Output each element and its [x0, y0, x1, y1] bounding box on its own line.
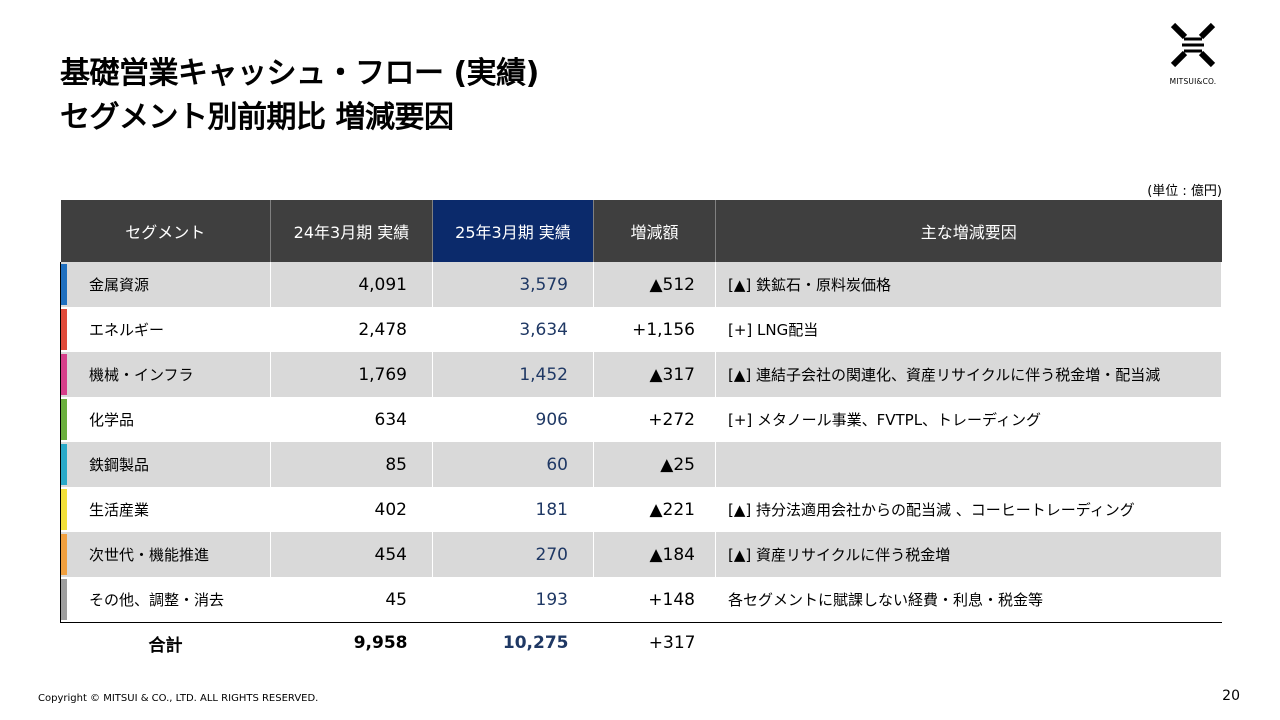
- segment-name: 次世代・機能推進: [89, 546, 210, 564]
- fy25-value: 193: [432, 577, 594, 623]
- reason-text: [▲] 持分法適用会社からの配当減 、コーヒートレーディング: [715, 487, 1222, 532]
- header-fy25: 25年3月期 実績: [432, 200, 594, 262]
- table-row: 次世代・機能推進 454 270 ▲184 [▲] 資産リサイクルに伴う税金増: [60, 532, 1222, 577]
- segment-color-bar: [61, 444, 67, 485]
- header-reason: 主な増減要因: [715, 200, 1222, 262]
- segment-color-bar: [61, 264, 67, 305]
- fy25-value: 3,579: [432, 262, 594, 307]
- reason-text: [715, 442, 1222, 487]
- total-label: 合計: [60, 622, 271, 663]
- reason-text: 各セグメントに賦課しない経費・利息・税金等: [715, 577, 1222, 623]
- segment-name: 生活産業: [89, 501, 150, 519]
- diff-value: +272: [593, 397, 716, 442]
- diff-value: ▲184: [593, 532, 716, 577]
- table-row: 機械・インフラ 1,769 1,452 ▲317 [▲] 連結子会社の関連化、資…: [60, 352, 1222, 397]
- segment-color-bar: [61, 579, 67, 620]
- fy24-value: 454: [270, 532, 433, 577]
- page-number: 20: [1222, 688, 1240, 704]
- segment-color-bar: [61, 354, 67, 395]
- diff-value: ▲512: [593, 262, 716, 307]
- fy24-value: 85: [270, 442, 433, 487]
- diff-value: ▲221: [593, 487, 716, 532]
- table-header-row: セグメント 24年3月期 実績 25年3月期 実績 増減額 主な増減要因: [60, 200, 1222, 262]
- logo-text: MITSUI&CO.: [1169, 77, 1217, 86]
- segment-name: その他、調整・消去: [89, 591, 225, 609]
- copyright: Copyright © MITSUI & CO., LTD. ALL RIGHT…: [38, 693, 319, 704]
- company-logo: MITSUI&CO.: [1160, 15, 1226, 95]
- segment-color-bar: [61, 399, 67, 440]
- total-diff: +317: [593, 622, 716, 663]
- segment-name: エネルギー: [89, 321, 165, 339]
- fy24-value: 634: [270, 397, 433, 442]
- table-row: 鉄鋼製品 85 60 ▲25: [60, 442, 1222, 487]
- reason-text: [▲] 資産リサイクルに伴う税金増: [715, 532, 1222, 577]
- diff-value: ▲25: [593, 442, 716, 487]
- table-row: その他、調整・消去 45 193 +148 各セグメントに賦課しない経費・利息・…: [60, 577, 1222, 623]
- fy25-value: 3,634: [432, 307, 594, 352]
- segment-name: 化学品: [89, 411, 135, 429]
- table-row: 金属資源 4,091 3,579 ▲512 [▲] 鉄鉱石・原料炭価格: [60, 262, 1222, 307]
- reason-text: [▲] 鉄鉱石・原料炭価格: [715, 262, 1222, 307]
- segment-color-bar: [61, 489, 67, 530]
- fy25-value: 181: [432, 487, 594, 532]
- segment-color-bar: [61, 534, 67, 575]
- header-fy24: 24年3月期 実績: [270, 200, 433, 262]
- total-row: 合計 9,958 10,275 +317: [60, 622, 1222, 663]
- fy25-value: 270: [432, 532, 594, 577]
- reason-text: [+] メタノール事業、FVTPL、トレーディング: [715, 397, 1222, 442]
- diff-value: ▲317: [593, 352, 716, 397]
- table-row: エネルギー 2,478 3,634 +1,156 [+] LNG配当: [60, 307, 1222, 352]
- diff-value: +148: [593, 577, 716, 623]
- fy24-value: 2,478: [270, 307, 433, 352]
- unit-label: (単位 : 億円): [1147, 184, 1222, 199]
- mitsui-logo-icon: [1170, 22, 1216, 68]
- page-title: 基礎営業キャッシュ・フロー (実績) セグメント別前期比 増減要因: [60, 52, 539, 140]
- table-row: 化学品 634 906 +272 [+] メタノール事業、FVTPL、トレーディ…: [60, 397, 1222, 442]
- total-fy25: 10,275: [432, 622, 594, 663]
- table-row: 生活産業 402 181 ▲221 [▲] 持分法適用会社からの配当減 、コーヒ…: [60, 487, 1222, 532]
- segment-name: 金属資源: [89, 276, 150, 294]
- segment-table: セグメント 24年3月期 実績 25年3月期 実績 増減額 主な増減要因 金属資…: [60, 200, 1222, 663]
- header-diff: 増減額: [593, 200, 716, 262]
- fy25-value: 60: [432, 442, 594, 487]
- fy25-value: 1,452: [432, 352, 594, 397]
- total-fy24: 9,958: [270, 622, 433, 663]
- fy25-value: 906: [432, 397, 594, 442]
- fy24-value: 45: [270, 577, 433, 623]
- fy24-value: 1,769: [270, 352, 433, 397]
- title-line-1: 基礎営業キャッシュ・フロー (実績): [60, 56, 539, 91]
- reason-text: [▲] 連結子会社の関連化、資産リサイクルに伴う税金増・配当減: [715, 352, 1222, 397]
- reason-text: [+] LNG配当: [715, 307, 1222, 352]
- fy24-value: 4,091: [270, 262, 433, 307]
- segment-name: 鉄鋼製品: [89, 456, 150, 474]
- segment-name: 機械・インフラ: [89, 366, 194, 384]
- diff-value: +1,156: [593, 307, 716, 352]
- header-segment: セグメント: [60, 200, 271, 262]
- fy24-value: 402: [270, 487, 433, 532]
- segment-color-bar: [61, 309, 67, 350]
- title-line-2: セグメント別前期比 増減要因: [60, 100, 454, 135]
